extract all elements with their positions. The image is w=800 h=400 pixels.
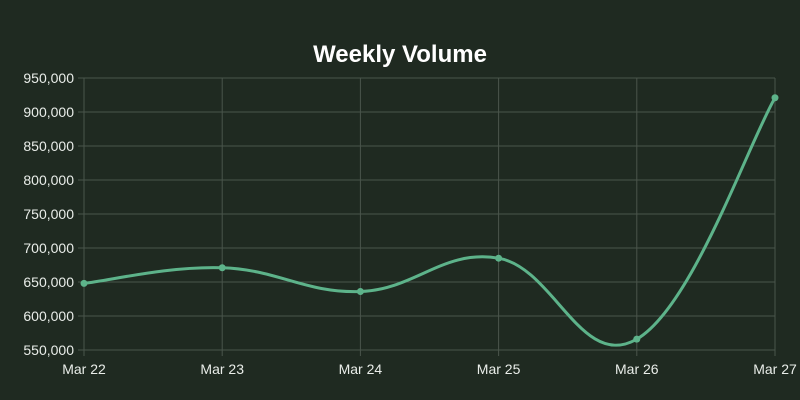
data-point[interactable] bbox=[80, 279, 88, 287]
series-layer bbox=[80, 94, 779, 347]
y-tick-label: 600,000 bbox=[23, 308, 74, 324]
grid-layer bbox=[78, 77, 776, 356]
y-tick-label: 700,000 bbox=[23, 240, 74, 256]
x-axis-ticks: Mar 22 Mar 23 Mar 24 Mar 25 Mar 26 Mar 27 bbox=[62, 361, 797, 377]
y-tick-label: 750,000 bbox=[23, 206, 74, 222]
y-tick-label: 900,000 bbox=[23, 104, 74, 120]
series-line bbox=[82, 96, 777, 347]
y-axis-ticks: 550,000 600,000 650,000 700,000 750,000 800,0… bbox=[23, 70, 74, 358]
y-tick-label: 800,000 bbox=[23, 172, 74, 188]
y-tick-label: 550,000 bbox=[23, 342, 74, 358]
x-tick-label: Mar 24 bbox=[339, 361, 383, 377]
data-point[interactable] bbox=[771, 94, 779, 102]
x-tick-label: Mar 22 bbox=[62, 361, 106, 377]
data-point[interactable] bbox=[218, 264, 226, 272]
y-tick-label: 950,000 bbox=[23, 70, 74, 86]
x-tick-label: Mar 27 bbox=[753, 361, 797, 377]
x-tick-label: Mar 25 bbox=[477, 361, 521, 377]
y-tick-label: 650,000 bbox=[23, 274, 74, 290]
data-point[interactable] bbox=[495, 254, 503, 262]
x-tick-label: Mar 26 bbox=[615, 361, 659, 377]
x-tick-label: Mar 23 bbox=[200, 361, 244, 377]
y-tick-label: 850,000 bbox=[23, 138, 74, 154]
data-point[interactable] bbox=[356, 288, 364, 296]
chart-title: Weekly Volume bbox=[313, 41, 487, 68]
data-point[interactable] bbox=[633, 335, 641, 343]
